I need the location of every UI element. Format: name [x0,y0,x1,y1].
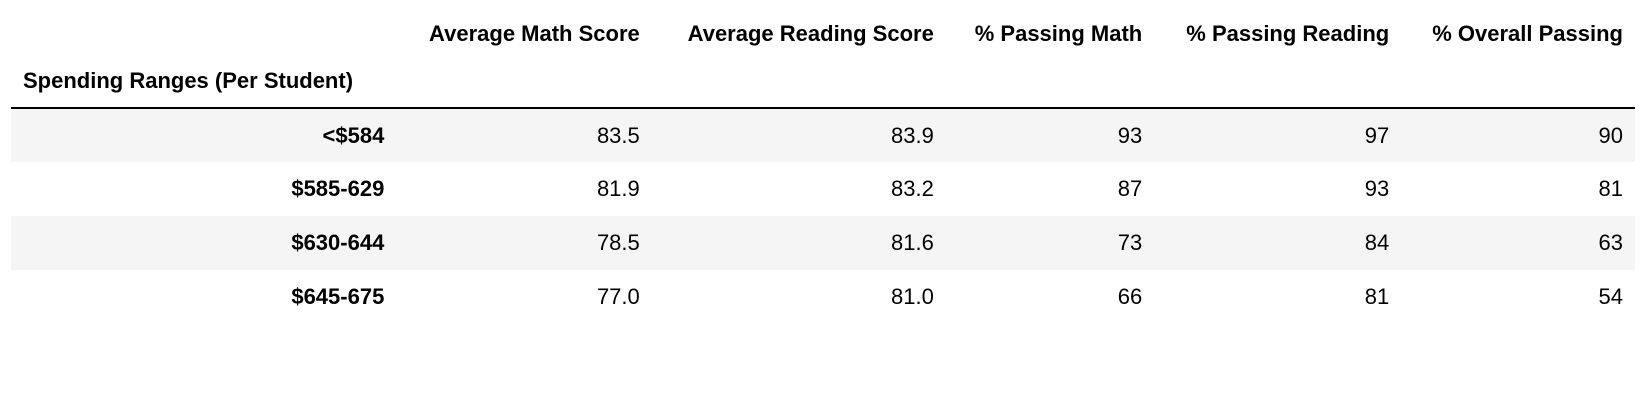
cell-overall-passing: 54 [1598,284,1623,309]
column-header: Average Math Score [429,21,640,46]
spending-summary-table: Average Math Score Average Reading Score… [11,14,1635,324]
table-row: $630-644 78.5 81.6 73 84 63 [11,216,1635,270]
index-header-row: Spending Ranges (Per Student) [11,54,1635,109]
cell-avg-math: 77.0 [596,284,640,309]
column-header-row: Average Math Score Average Reading Score… [11,14,1635,54]
cell-pass-math: 93 [1117,122,1143,148]
table-body: <$584 83.5 83.9 93 97 90 $585-629 81.9 8… [11,108,1635,324]
cell-avg-math: 83.5 [596,122,640,148]
cell-pass-reading: 93 [1364,176,1390,201]
cell-pass-math: 73 [1117,230,1143,255]
row-label: $585-629 [291,176,385,201]
cell-avg-reading: 83.2 [890,176,934,201]
cell-avg-math: 81.9 [596,176,640,201]
table-row: <$584 83.5 83.9 93 97 90 [11,108,1635,162]
cell-avg-reading: 81.6 [890,230,934,255]
table-row: $645-675 77.0 81.0 66 81 54 [11,270,1635,324]
index-header-blank [1154,54,1402,109]
row-label: <$584 [322,122,385,148]
cell-pass-math: 87 [1117,176,1143,201]
index-header-blank [396,54,652,109]
cell-pass-reading: 97 [1364,122,1390,148]
cell-pass-reading: 84 [1364,230,1390,255]
table-header: Average Math Score Average Reading Score… [11,14,1635,109]
cell-overall-passing: 63 [1598,230,1623,255]
cell-overall-passing: 81 [1598,176,1623,201]
cell-avg-reading: 83.9 [890,122,934,148]
cell-overall-passing: 90 [1598,122,1623,148]
row-label: $645-675 [291,284,385,309]
index-header-blank [945,54,1155,109]
column-header: % Overall Passing [1432,21,1623,46]
row-label: $630-644 [291,230,385,255]
cell-pass-math: 66 [1117,284,1143,309]
header-blank-corner [11,14,396,54]
column-header: % Passing Reading [1186,21,1390,46]
cell-avg-reading: 81.0 [890,284,934,309]
table-row: $585-629 81.9 83.2 87 93 81 [11,162,1635,216]
column-header: % Passing Math [974,21,1143,46]
index-header-blank [651,54,946,109]
column-header: Average Reading Score [687,21,934,46]
cell-pass-reading: 81 [1364,284,1390,309]
index-name-header: Spending Ranges (Per Student) [11,54,397,109]
cell-avg-math: 78.5 [596,230,640,255]
index-header-blank [1401,54,1635,109]
